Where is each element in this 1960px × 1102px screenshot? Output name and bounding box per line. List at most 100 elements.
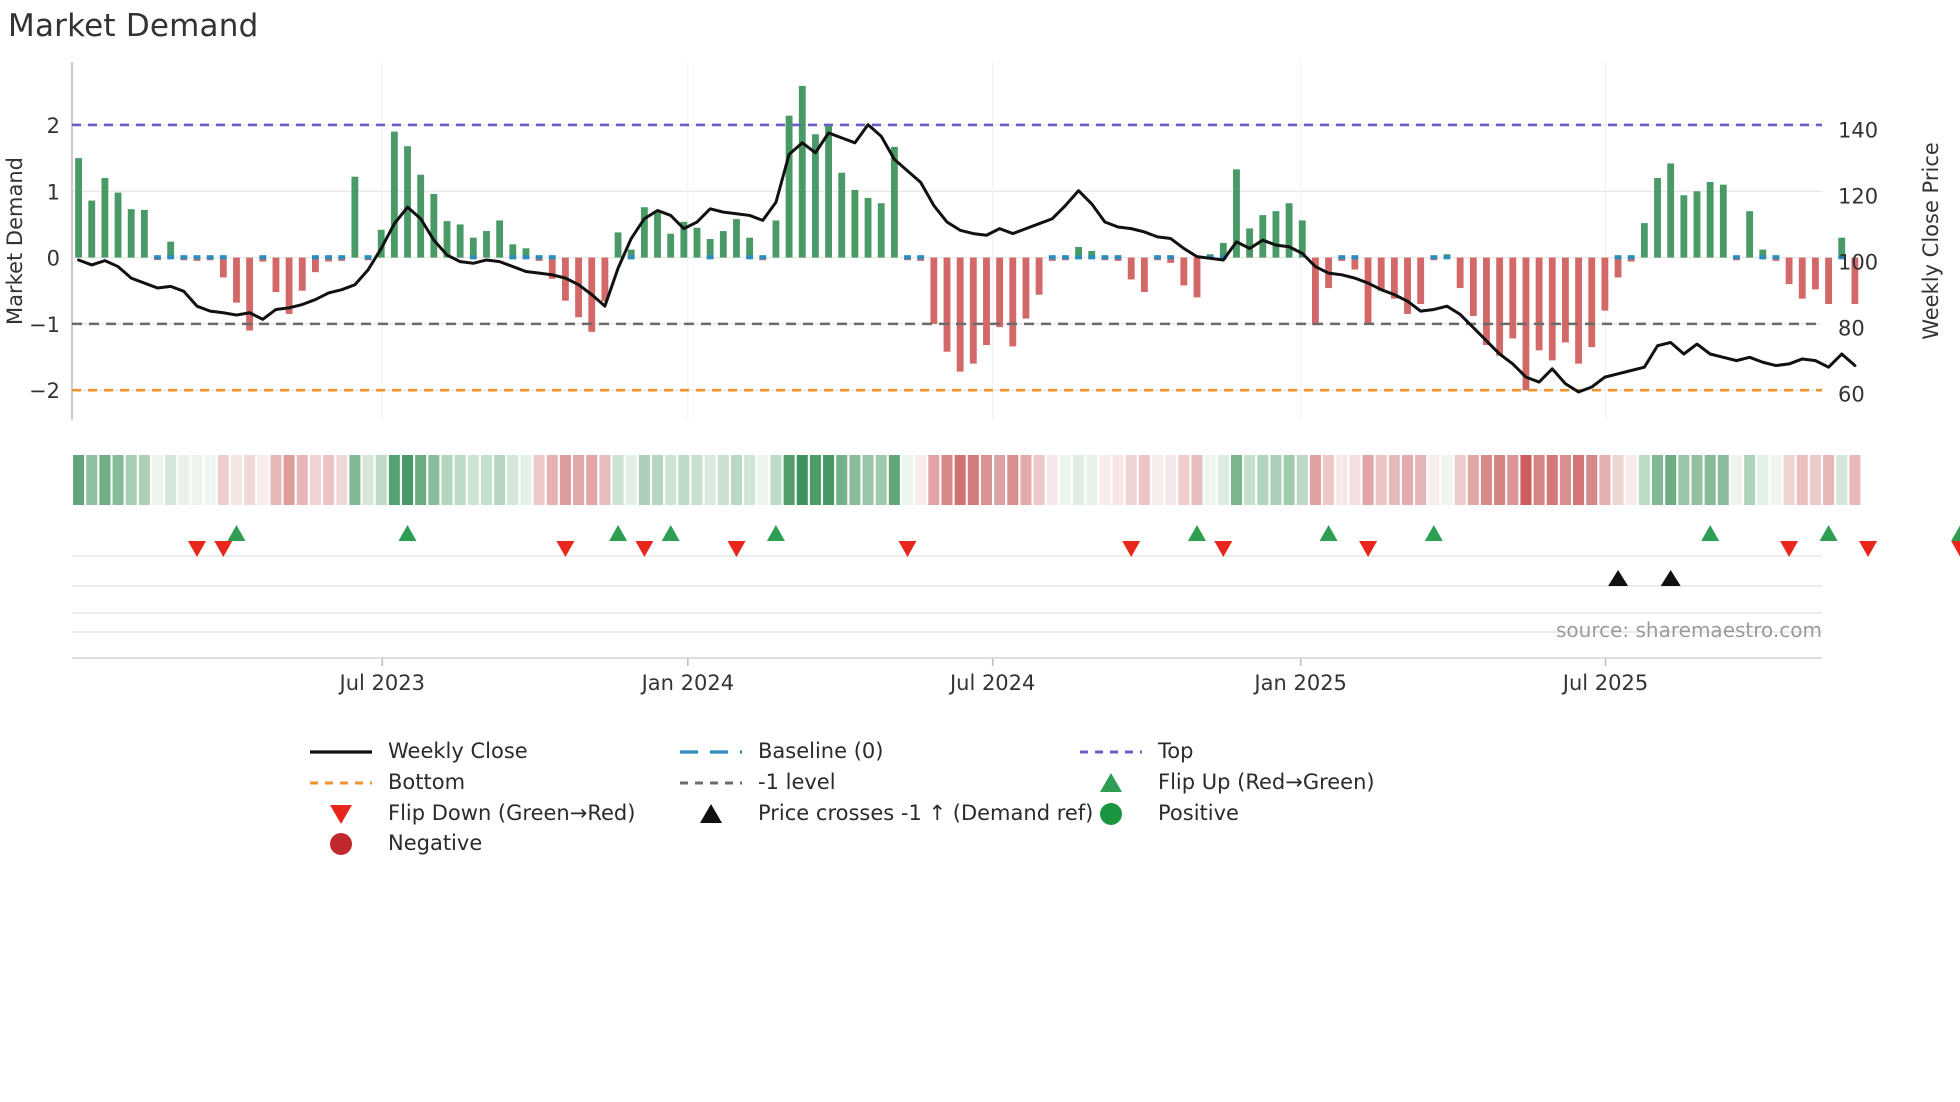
demand-bar[interactable] [1654,178,1661,258]
heatmap-cell[interactable] [625,455,637,505]
demand-bar[interactable] [838,172,846,258]
demand-bar[interactable] [88,200,96,258]
demand-bar[interactable] [246,257,254,331]
heatmap-cell[interactable] [441,455,453,505]
heatmap-cell[interactable] [862,455,874,505]
flip-down-marker[interactable] [1359,541,1378,557]
demand-bar[interactable] [1548,257,1556,361]
heatmap-cell[interactable] [704,455,716,505]
price-polyline[interactable] [77,123,1857,394]
heatmap-cell[interactable] [1757,455,1769,505]
heatmap-cell[interactable] [954,455,966,505]
heatmap-cell[interactable] [1349,455,1361,505]
heatmap-cell[interactable] [1244,455,1256,505]
heatmap-cell[interactable] [1283,455,1295,505]
heatmap-cell[interactable] [494,455,506,505]
demand-bar[interactable] [1298,220,1306,258]
heatmap-cell[interactable] [1138,455,1150,505]
demand-bar[interactable] [1640,223,1648,258]
demand-bar[interactable] [1233,169,1240,258]
demand-bar[interactable] [785,115,793,258]
demand-bar[interactable] [1746,211,1754,258]
flip-down-marker[interactable] [635,541,654,557]
demand-bar[interactable] [1667,163,1675,258]
heatmap-cell[interactable] [1296,455,1308,505]
demand-bar[interactable] [1627,257,1635,262]
demand-bar[interactable] [930,257,938,324]
flip-up-marker[interactable] [1319,525,1338,541]
demand-bar[interactable] [864,197,872,258]
heatmap-cell[interactable] [1046,455,1058,505]
demand-bar[interactable] [746,237,754,258]
heatmap-cell[interactable] [1073,455,1085,505]
demand-bar[interactable] [1719,184,1727,258]
demand-bar[interactable] [733,219,740,258]
heatmap-cell[interactable] [99,455,111,505]
flip-down-marker[interactable] [1859,541,1878,557]
heatmap-cell[interactable] [1323,455,1335,505]
heatmap-cell[interactable] [612,455,624,505]
heatmap-cell[interactable] [1520,455,1532,505]
heatmap-cell[interactable] [1112,455,1124,505]
heatmap-cell[interactable] [967,455,979,505]
heatmap-cell[interactable] [86,455,98,505]
demand-bar[interactable] [1601,257,1609,311]
demand-bar[interactable] [1496,257,1504,356]
heatmap-cell[interactable] [796,455,808,505]
legend-label[interactable]: Bottom [388,770,465,794]
heatmap-cell[interactable] [520,455,532,505]
demand-bar[interactable] [1417,257,1425,304]
demand-bar[interactable] [1575,257,1582,364]
heatmap-cell[interactable] [1809,455,1821,505]
heatmap-cell[interactable] [336,455,348,505]
demand-bar[interactable] [1193,257,1201,298]
heatmap-cell[interactable] [770,455,782,505]
heatmap-cell[interactable] [1375,455,1387,505]
demand-bar[interactable] [1140,257,1148,293]
heatmap-cell[interactable] [375,455,387,505]
demand-bar[interactable] [1272,211,1280,258]
demand-bar[interactable] [877,203,885,258]
heatmap-cell[interactable] [323,455,335,505]
heatmap-cell[interactable] [1704,455,1716,505]
heatmap-cell[interactable] [1783,455,1795,505]
demand-bar[interactable] [496,220,504,258]
flip-down-marker[interactable] [556,541,575,557]
demand-bar[interactable] [1706,182,1714,258]
heatmap-cell[interactable] [152,455,164,505]
demand-bar[interactable] [1180,257,1188,286]
heatmap-cell[interactable] [1467,455,1479,505]
heatmap-cell[interactable] [1428,455,1440,505]
heatmap-cell[interactable] [138,455,150,505]
demand-bar[interactable] [1246,228,1254,258]
heatmap-cell[interactable] [454,455,466,505]
demand-bar[interactable] [969,257,977,364]
flip-up-marker[interactable] [609,525,628,541]
demand-bar[interactable] [325,257,332,262]
heatmap-cell[interactable] [559,455,571,505]
heatmap-cell[interactable] [1625,455,1637,505]
heatmap-cell[interactable] [178,455,190,505]
heatmap-cell[interactable] [941,455,953,505]
demand-bar[interactable] [1785,257,1793,285]
heatmap-cell[interactable] [586,455,598,505]
heatmap-cell[interactable] [507,455,519,505]
demand-bar[interactable] [851,189,859,258]
demand-bar[interactable] [693,227,701,258]
heatmap-cell[interactable] [1165,455,1177,505]
legend-label[interactable]: Baseline (0) [758,739,883,763]
heatmap-cell[interactable] [1638,455,1650,505]
legend-label[interactable]: -1 level [758,770,836,794]
demand-bar[interactable] [351,176,359,258]
demand-bar[interactable] [101,178,109,258]
heatmap-cell[interactable] [1230,455,1242,505]
heatmap-cell[interactable] [217,455,229,505]
demand-bar[interactable] [1798,257,1806,299]
heatmap-cell[interactable] [1586,455,1598,505]
demand-bar[interactable] [167,241,175,258]
heatmap-cell[interactable] [1770,455,1782,505]
heatmap-cell[interactable] [309,455,321,505]
demand-bar[interactable] [680,221,688,258]
heatmap-cell[interactable] [1020,455,1032,505]
demand-bar[interactable] [1456,257,1464,289]
